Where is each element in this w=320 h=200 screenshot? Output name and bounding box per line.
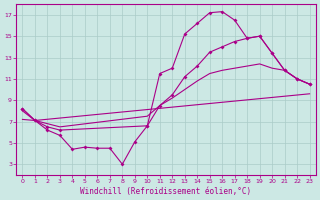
X-axis label: Windchill (Refroidissement éolien,°C): Windchill (Refroidissement éolien,°C) bbox=[80, 187, 252, 196]
